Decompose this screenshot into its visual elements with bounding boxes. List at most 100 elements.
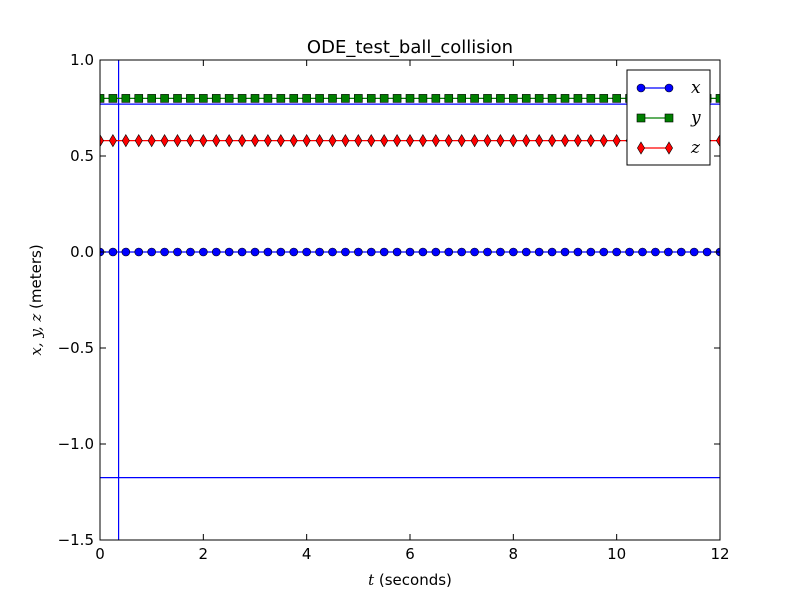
series-x-point-39 [599,247,609,257]
x-tick-label-5: 10 [607,545,626,563]
series-x-point-33 [521,247,531,257]
series-y-point-30 [483,94,492,103]
series-y-point-25 [418,94,428,103]
x-tick-label-1: 2 [199,545,209,563]
series-z-point-12 [251,134,259,148]
legend-marker-end-x [664,83,674,93]
series-x-point-47 [702,247,712,257]
series-z-point-19 [341,134,350,148]
series-x-point-10 [224,247,234,257]
series-z-point-5 [160,134,169,148]
series-x-point-46 [689,247,699,257]
series-y-point-33 [521,94,531,103]
series-x-point-29 [470,247,479,257]
series-x-point-25 [418,247,428,257]
series-x-point-40 [612,247,621,257]
series-y-point-10 [224,94,234,103]
series-x-point-30 [483,247,492,257]
series-x-point-45 [676,247,686,257]
series-z-point-25 [418,134,427,148]
series-x-point-21 [366,247,376,257]
series-x-point-3 [134,247,144,257]
legend-label-y: y [690,108,701,128]
series-y-point-32 [509,94,518,103]
series-z-point-37 [573,134,582,148]
series-y-point-13 [263,94,273,103]
series-x-point-35 [547,247,557,257]
series-y-point-22 [379,94,389,103]
series-y-point-1 [108,94,118,103]
series-z-point-26 [431,134,440,148]
series-x-point-11 [237,247,247,257]
x-tick-label-2: 4 [302,545,312,563]
series-x-point-31 [496,247,505,257]
series-y-point-27 [444,94,454,103]
x-tick-label-6: 12 [710,545,729,563]
series-y-point-19 [341,94,350,103]
series-z-point-33 [522,134,531,148]
series-x-point-37 [573,247,583,257]
series-y-point-2 [121,94,131,103]
series-y-point-26 [431,94,441,103]
x-tick-label-3: 6 [405,545,415,563]
series-y-point-34 [534,94,544,103]
series-z-point-35 [548,134,557,148]
series-z-point-15 [289,134,298,148]
series-z-point-18 [328,134,337,148]
legend-marker-start-x [636,83,646,93]
series-x-point-9 [211,247,221,257]
series-y-point-4 [147,94,156,103]
series-z-point-38 [586,134,595,148]
series-x-point-44 [664,247,673,257]
series-y-point-5 [160,94,169,103]
series-x-point-32 [509,247,518,257]
series-y-point-28 [457,94,466,103]
series-y-point-23 [392,94,402,103]
series-z-point-17 [315,134,324,148]
series-x-point-36 [560,247,570,257]
legend-marker-start-y [636,113,646,123]
y-axis-label-text: (meters) [27,244,45,313]
series-x-point-13 [263,247,273,257]
series-x-point-41 [625,247,634,257]
series-y-point-36 [560,94,570,103]
x-tick-label-0: 0 [95,545,105,563]
series-x-point-42 [638,247,647,257]
series-x-point-22 [379,247,389,257]
series-z-point-29 [470,134,479,148]
series-x-point-27 [444,247,454,257]
series-z-point-40 [612,134,621,148]
series-y-point-24 [405,94,415,103]
legend-item-x: x [636,78,701,98]
series-y-point-6 [173,94,182,103]
series-z-point-4 [147,134,156,148]
y-tick-label-3: 0.0 [70,243,94,261]
series-z-point-3 [134,134,143,148]
series-x-point-14 [276,247,286,257]
x-tick-label-4: 8 [509,545,519,563]
series-y-point-31 [496,94,505,103]
series-x-point-15 [289,247,299,257]
legend-label-x: x [691,78,701,98]
series-z-point-1 [108,134,117,148]
series-y-point-20 [354,94,363,103]
legend-marker-end-y [664,113,674,123]
series-z-point-36 [561,134,569,148]
y-tick-label-1: −1.0 [58,435,94,453]
series-z-point-48 [716,134,720,148]
legend-label-z: z [690,138,701,158]
legend-marker-start-z [637,141,645,155]
series-y-point-0 [100,94,105,103]
series-y-point-21 [366,94,376,103]
series-y-point-18 [328,94,337,103]
series-x-point-5 [160,247,169,257]
series-x-point-18 [328,247,337,257]
series-z [100,134,720,148]
y-tick-label-5: 1.0 [70,51,94,69]
series-z-point-34 [535,134,544,148]
series-z-point-11 [238,134,247,148]
series-x-point-23 [392,247,402,257]
series-z-point-23 [393,134,402,148]
y-tick-label-2: −0.5 [58,339,94,357]
